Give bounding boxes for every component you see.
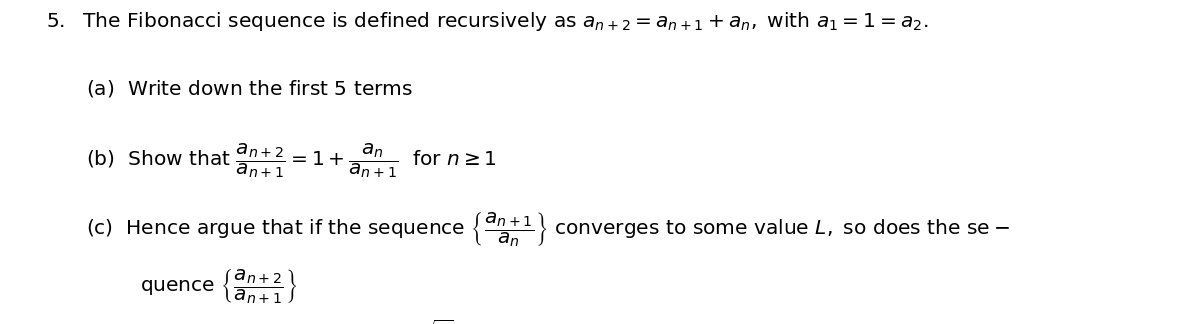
Text: $\mathrm{\left(b\right)\ \ Show\ that\ }$$\dfrac{a_{n+2}}{a_{n+1}} = 1 + \dfrac{: $\mathrm{\left(b\right)\ \ Show\ that\ }… (86, 141, 497, 180)
Text: $\mathrm{\left(a\right)\ \ Write\ down\ the\ first\ 5\ terms}$: $\mathrm{\left(a\right)\ \ Write\ down\ … (86, 78, 413, 99)
Text: $\mathrm{\left(c\right)\ \ Hence\ argue\ that\ if\ the\ sequence\ }$$\left\{\dfr: $\mathrm{\left(c\right)\ \ Hence\ argue\… (86, 211, 1010, 249)
Text: $\mathrm{5.\ \ The\ Fibonacci\ sequence\ is\ defined\ recursively\ as\ }$$a_{n+2: $\mathrm{5.\ \ The\ Fibonacci\ sequence\… (46, 10, 928, 33)
Text: $\mathrm{quence\ }$$\left\{\dfrac{a_{n+2}}{a_{n+1}}\right\}$: $\mathrm{quence\ }$$\left\{\dfrac{a_{n+2… (140, 267, 298, 306)
Text: $\mathrm{\left(d\right)\ \ Show\ that\ the\ limit\ is\ }$$L = \dfrac{1+\sqrt{5}}: $\mathrm{\left(d\right)\ \ Show\ that\ t… (86, 318, 454, 324)
